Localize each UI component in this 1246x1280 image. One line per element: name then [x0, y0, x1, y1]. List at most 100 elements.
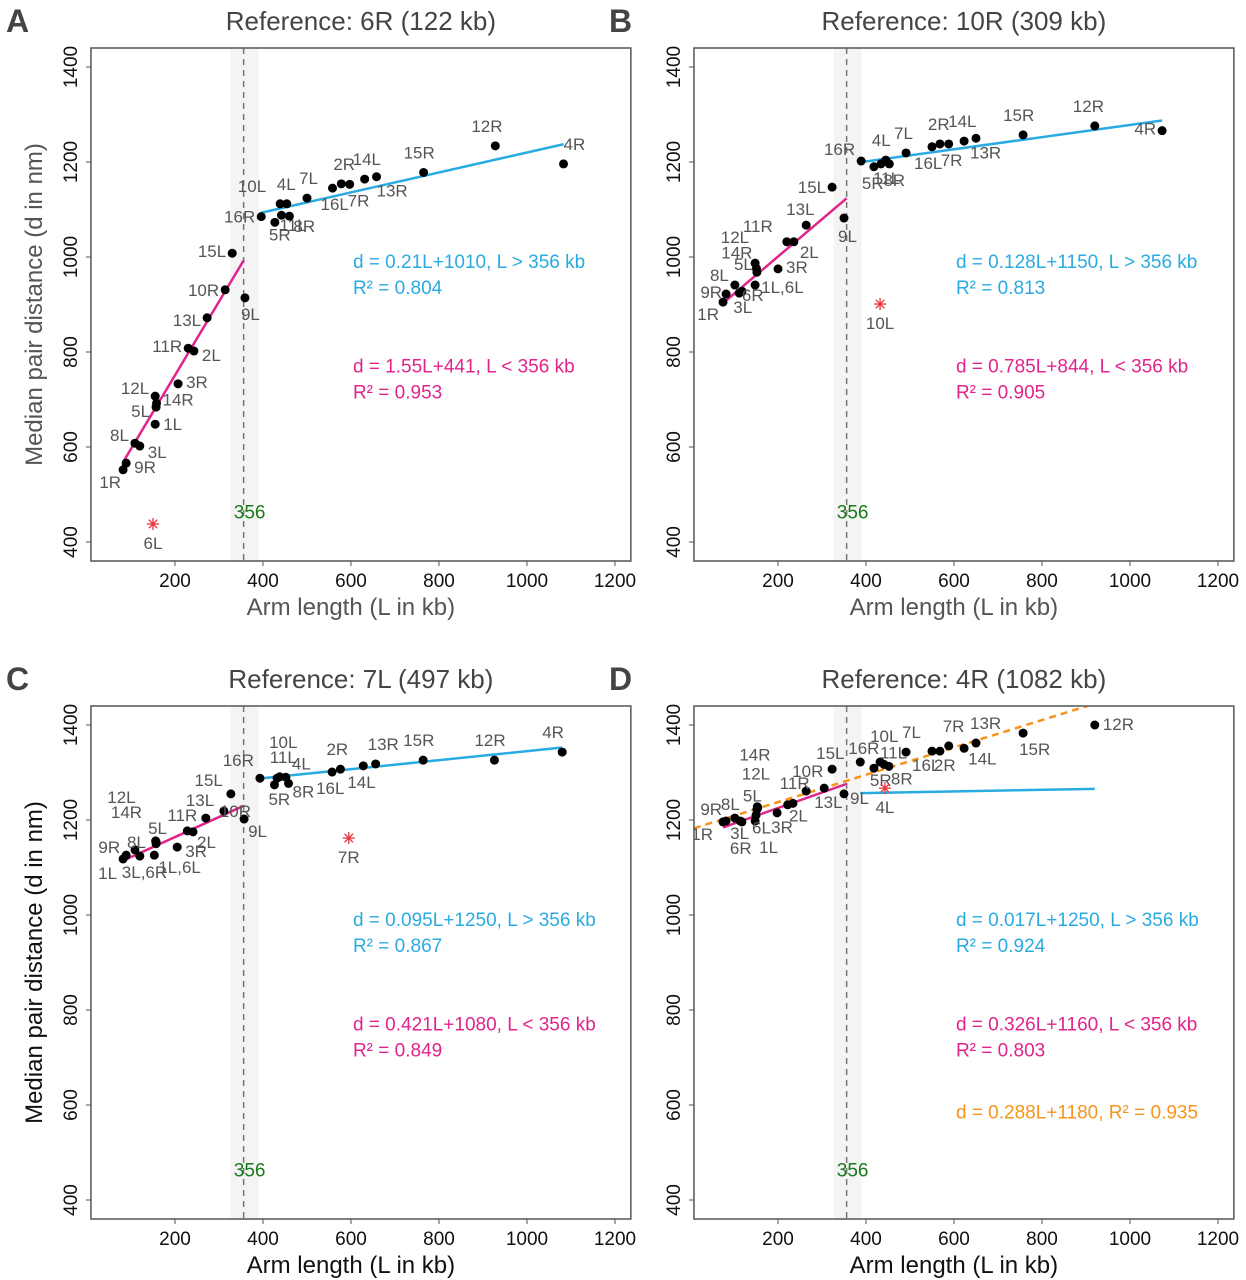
point-label: 2R: [928, 115, 950, 134]
x-tick-label: 1000: [506, 1229, 548, 1250]
point-label: 15R: [1003, 106, 1034, 125]
data-point: [801, 786, 811, 796]
data-point: [335, 764, 345, 774]
data-point: [490, 141, 500, 151]
y-tick-label: 800: [61, 994, 82, 1026]
panel-letter: B: [609, 3, 632, 39]
r-squared-above: R² = 0.804: [353, 278, 443, 299]
panel-c: C Reference: 7L (497 kb) 356 1L 9R 8L 3L,6R1L,…: [6, 661, 636, 1279]
data-point: [1090, 720, 1100, 730]
data-point: [750, 258, 760, 268]
equation-overall: d = 0.288L+1180, R² = 0.935: [956, 1102, 1198, 1123]
data-point: [789, 237, 799, 247]
point-label: 3L: [730, 824, 749, 843]
y-tick-label: 1000: [61, 894, 82, 936]
y-tick-label: 1400: [61, 46, 82, 88]
point-label: 1L: [759, 838, 778, 857]
r-squared-above: R² = 0.924: [956, 936, 1046, 957]
point-label: 3L,6R: [122, 863, 167, 882]
data-point: [328, 183, 338, 193]
point-label: 2L: [202, 346, 221, 365]
point-label: 6R: [730, 839, 752, 858]
r-squared-below: R² = 0.905: [956, 383, 1045, 404]
point-label: 8R: [883, 171, 905, 190]
data-point: [959, 743, 969, 753]
point-label: 4L: [872, 131, 891, 150]
point-label: 5R: [870, 771, 892, 790]
data-point: [1018, 130, 1028, 140]
point-label: 16L: [321, 195, 349, 214]
point-label: 4L: [277, 175, 296, 194]
point-label: 3L: [148, 443, 167, 462]
reference-marker: [147, 517, 159, 530]
plot-frame: [90, 705, 632, 1220]
data-point: [827, 182, 837, 192]
y-tick-label: 1200: [664, 799, 685, 841]
x-axis-label: Arm length (L in kb): [850, 1252, 1059, 1279]
point-label: 2L: [197, 833, 216, 852]
data-point: [256, 212, 266, 222]
point-label: 1L,6L: [761, 278, 804, 297]
point-label: 10R: [188, 281, 219, 300]
data-point: [358, 761, 368, 771]
point-label: 8L: [110, 426, 129, 445]
data-point: [927, 746, 937, 756]
y-tick-label: 1000: [664, 894, 685, 936]
point-label: 9L: [850, 789, 869, 808]
point-label: 11L: [279, 216, 306, 235]
data-point: [284, 778, 294, 788]
data-point: [150, 419, 160, 429]
point-label: 4R: [1134, 120, 1156, 139]
x-tick-label: 200: [762, 1229, 794, 1250]
data-point: [327, 767, 337, 777]
data-point: [869, 763, 879, 773]
fit-line-above: [860, 119, 1163, 164]
y-tick-label: 1000: [61, 236, 82, 278]
point-label: 2L: [800, 243, 819, 262]
x-tick-label: 400: [247, 1229, 279, 1250]
point-label: 15R: [404, 143, 435, 162]
point-label: 9R: [134, 458, 156, 477]
data-point: [135, 851, 145, 861]
data-point: [360, 174, 370, 184]
data-point: [869, 162, 879, 172]
point-label: 14R: [721, 243, 752, 262]
point-label: 1L: [163, 415, 182, 434]
data-point: [959, 136, 969, 146]
x-tick-label: 1200: [1197, 1229, 1239, 1250]
point-label: 11L: [880, 743, 907, 762]
point-label: 14R: [163, 390, 194, 409]
point-label: 11R: [152, 337, 182, 356]
fit-line-above: [260, 143, 564, 214]
x-tick-label: 400: [850, 571, 882, 592]
point-label: 16R: [224, 208, 255, 227]
point-label: 14L: [347, 773, 375, 792]
point-label: 12R: [1073, 97, 1104, 116]
x-tick-label: 600: [938, 1229, 970, 1250]
point-label: 7R: [943, 717, 965, 736]
x-tick-label: 1200: [594, 1229, 636, 1250]
y-tick-label: 600: [664, 431, 685, 463]
x-tick-label: 800: [1026, 571, 1058, 592]
y-axis-label: Median pair distance (d in nm): [21, 801, 48, 1124]
point-label: 7R: [941, 151, 963, 170]
point-label: 2R: [333, 155, 355, 174]
data-point: [1018, 728, 1028, 738]
data-point: [927, 142, 937, 152]
x-tick-label: 400: [247, 571, 279, 592]
point-label: 13L: [186, 791, 214, 810]
r-squared-above: R² = 0.867: [353, 936, 442, 957]
r-squared-above: R² = 0.813: [956, 278, 1045, 299]
point-label: 5R: [269, 225, 291, 244]
point-label: 14L: [948, 112, 976, 131]
point-label: 8R: [293, 782, 315, 801]
panel-title: Reference: 7L (497 kb): [228, 664, 493, 694]
data-point: [336, 179, 346, 189]
point-label: 7L: [894, 124, 913, 143]
point-label: 10L: [238, 177, 266, 196]
breakpoint-band: [833, 48, 862, 561]
point-label: 16L: [914, 154, 942, 173]
data-point: [944, 139, 954, 149]
point-label: 13L: [786, 200, 814, 219]
